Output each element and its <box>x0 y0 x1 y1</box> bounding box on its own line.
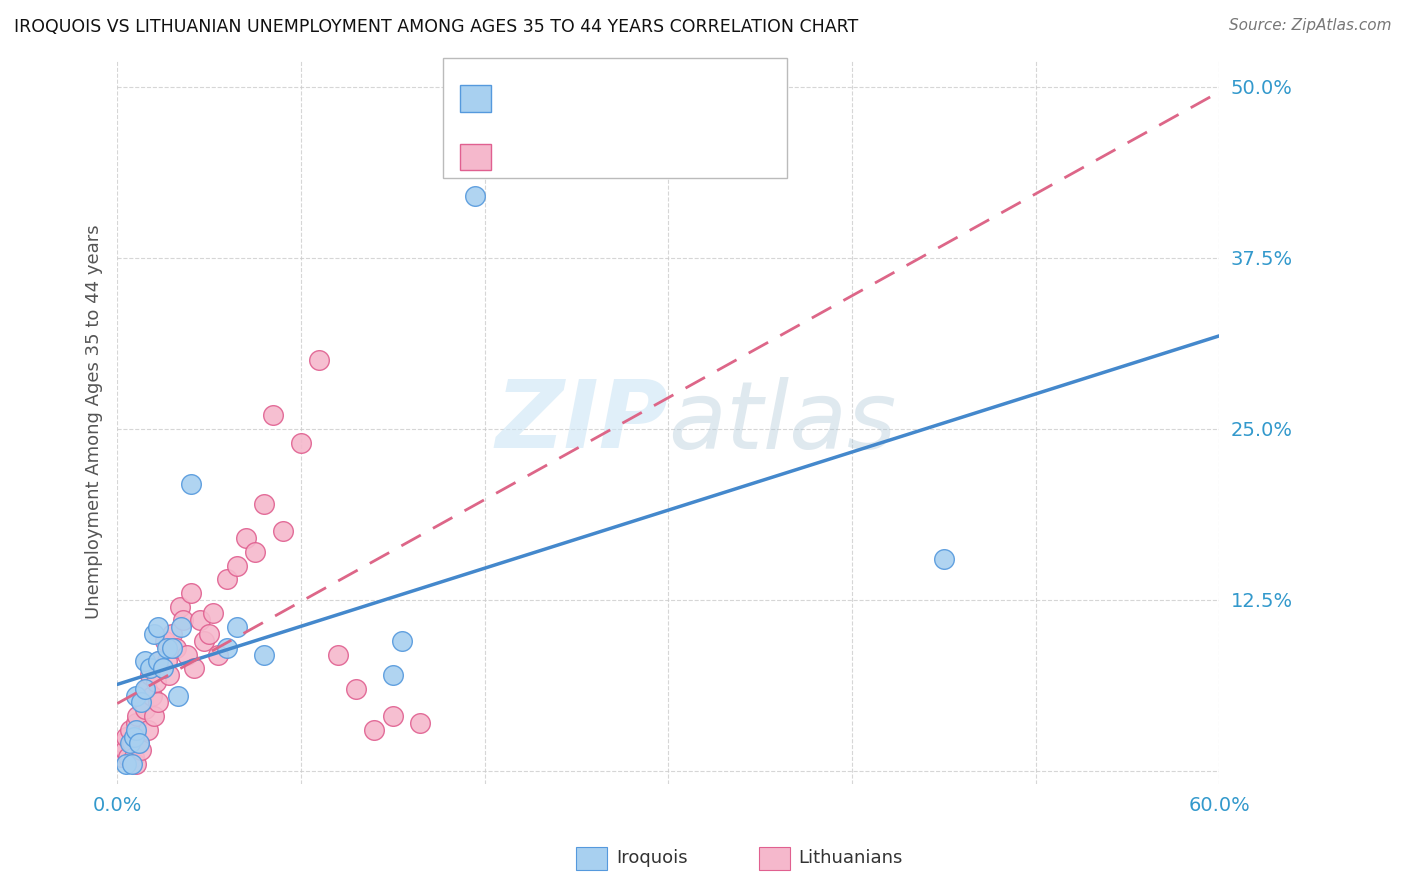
Point <box>271 524 294 539</box>
Point <box>344 681 367 696</box>
Point <box>409 715 432 730</box>
Point <box>118 736 141 750</box>
Point <box>225 558 247 573</box>
Text: 0.130: 0.130 <box>544 89 600 107</box>
Text: N =: N = <box>607 148 647 166</box>
Point <box>122 730 145 744</box>
Point <box>134 654 156 668</box>
Point <box>139 661 162 675</box>
Point <box>253 648 276 662</box>
Point <box>932 551 955 566</box>
Point <box>201 607 224 621</box>
Text: Lithuanians: Lithuanians <box>799 849 903 867</box>
Point <box>127 709 149 723</box>
Point <box>135 681 157 696</box>
Point <box>121 756 143 771</box>
Point <box>124 715 146 730</box>
Point <box>253 497 276 511</box>
Point <box>180 476 202 491</box>
Point <box>124 756 146 771</box>
Text: N =: N = <box>607 89 647 107</box>
Point <box>129 743 152 757</box>
Point <box>198 627 221 641</box>
Point <box>132 695 155 709</box>
Point <box>172 613 194 627</box>
Point <box>217 572 239 586</box>
Point <box>128 736 150 750</box>
Point <box>235 531 257 545</box>
Point <box>326 648 349 662</box>
Point <box>188 613 211 627</box>
Point <box>170 620 193 634</box>
Point <box>115 730 138 744</box>
Point <box>166 689 188 703</box>
Point <box>146 695 169 709</box>
Point <box>111 736 134 750</box>
Point <box>134 681 156 696</box>
Text: IROQUOIS VS LITHUANIAN UNEMPLOYMENT AMONG AGES 35 TO 44 YEARS CORRELATION CHART: IROQUOIS VS LITHUANIAN UNEMPLOYMENT AMON… <box>14 18 858 36</box>
Point <box>363 723 385 737</box>
Point <box>124 689 146 703</box>
Text: R =: R = <box>502 148 541 166</box>
Point <box>139 668 162 682</box>
Point <box>152 661 174 675</box>
Point <box>138 723 160 737</box>
Point <box>156 640 179 655</box>
Point <box>308 353 330 368</box>
Text: 0.334: 0.334 <box>544 148 600 166</box>
Point <box>381 668 404 682</box>
Text: ZIP: ZIP <box>495 376 668 468</box>
Point <box>217 640 239 655</box>
Point <box>262 408 284 422</box>
Point <box>290 435 312 450</box>
Point <box>165 640 187 655</box>
Point <box>157 668 180 682</box>
Point <box>142 709 165 723</box>
Point <box>145 674 167 689</box>
Point <box>243 545 266 559</box>
Point <box>169 599 191 614</box>
Point <box>117 750 139 764</box>
Point <box>183 661 205 675</box>
Point <box>114 743 136 757</box>
Point <box>152 661 174 675</box>
Point <box>391 633 413 648</box>
Point <box>146 654 169 668</box>
Point <box>128 736 150 750</box>
Text: Iroquois: Iroquois <box>616 849 688 867</box>
Point <box>124 723 146 737</box>
Point <box>124 730 146 744</box>
Point <box>146 620 169 634</box>
Point <box>464 189 486 203</box>
Text: atlas: atlas <box>668 376 897 467</box>
Point <box>118 723 141 737</box>
Y-axis label: Unemployment Among Ages 35 to 44 years: Unemployment Among Ages 35 to 44 years <box>86 225 103 619</box>
Point <box>162 627 184 641</box>
Point <box>148 654 170 668</box>
Point <box>162 640 184 655</box>
Point <box>225 620 247 634</box>
Point <box>134 702 156 716</box>
Point <box>193 633 215 648</box>
Point <box>129 695 152 709</box>
Point <box>110 750 132 764</box>
Point <box>121 736 143 750</box>
Point <box>142 627 165 641</box>
Text: 54: 54 <box>643 148 668 166</box>
Point <box>381 709 404 723</box>
Point <box>115 756 138 771</box>
Point <box>156 654 179 668</box>
Point <box>122 750 145 764</box>
Point <box>180 586 202 600</box>
Text: 27: 27 <box>643 89 668 107</box>
Point <box>176 648 198 662</box>
Point <box>153 633 176 648</box>
Text: R =: R = <box>502 89 541 107</box>
Point <box>141 689 163 703</box>
Text: Source: ZipAtlas.com: Source: ZipAtlas.com <box>1229 18 1392 33</box>
Point <box>207 648 229 662</box>
